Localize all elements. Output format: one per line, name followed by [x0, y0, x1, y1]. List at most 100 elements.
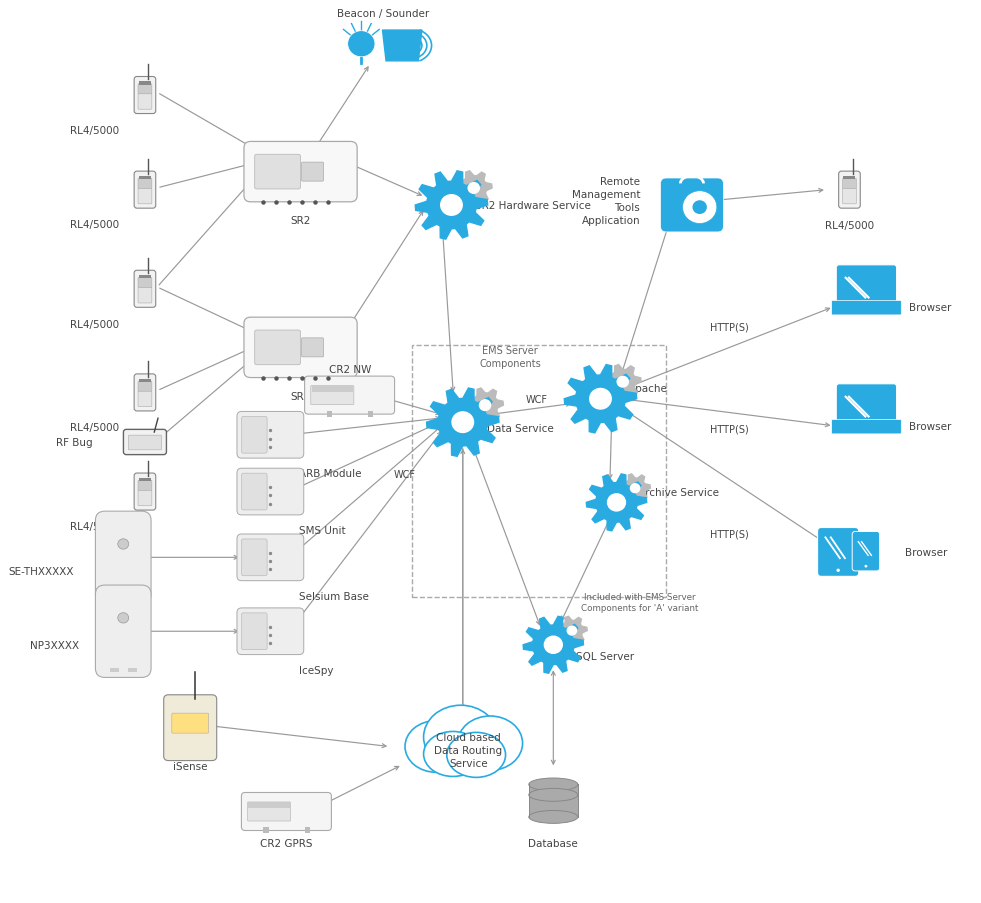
- FancyBboxPatch shape: [244, 318, 357, 378]
- Ellipse shape: [446, 732, 505, 777]
- Text: iSense: iSense: [173, 761, 207, 771]
- Polygon shape: [620, 474, 650, 503]
- FancyBboxPatch shape: [95, 585, 151, 677]
- Circle shape: [590, 389, 611, 410]
- Circle shape: [683, 191, 717, 224]
- Polygon shape: [523, 617, 584, 674]
- FancyBboxPatch shape: [138, 95, 152, 110]
- Circle shape: [440, 195, 462, 216]
- Bar: [110, 669, 119, 672]
- FancyBboxPatch shape: [138, 179, 152, 190]
- FancyBboxPatch shape: [241, 539, 267, 576]
- Text: Data Service: Data Service: [488, 424, 554, 434]
- Text: RL4/5000: RL4/5000: [71, 522, 120, 532]
- FancyBboxPatch shape: [241, 613, 267, 650]
- Ellipse shape: [424, 705, 497, 769]
- FancyBboxPatch shape: [95, 512, 151, 604]
- Bar: [129, 595, 137, 599]
- Bar: [304, 827, 310, 833]
- Text: SQL Server: SQL Server: [576, 652, 634, 662]
- Text: SE-THXXXXX: SE-THXXXXX: [9, 567, 75, 577]
- Bar: [529, 785, 578, 817]
- FancyBboxPatch shape: [312, 386, 353, 393]
- Polygon shape: [383, 31, 422, 61]
- FancyBboxPatch shape: [138, 382, 152, 392]
- Text: HTTP(S): HTTP(S): [710, 529, 749, 539]
- FancyBboxPatch shape: [241, 793, 332, 831]
- FancyBboxPatch shape: [660, 179, 723, 233]
- Text: SR2: SR2: [290, 216, 311, 226]
- FancyBboxPatch shape: [241, 417, 267, 453]
- FancyBboxPatch shape: [836, 265, 897, 307]
- FancyBboxPatch shape: [138, 288, 152, 303]
- Text: Browser: Browser: [905, 547, 948, 557]
- Text: EMS Server
Components: EMS Server Components: [479, 346, 541, 368]
- Circle shape: [864, 565, 867, 568]
- Circle shape: [837, 569, 840, 573]
- FancyBboxPatch shape: [237, 535, 304, 581]
- Text: WCF: WCF: [393, 469, 415, 479]
- FancyBboxPatch shape: [138, 190, 152, 205]
- FancyBboxPatch shape: [138, 278, 152, 289]
- FancyBboxPatch shape: [139, 276, 151, 279]
- Ellipse shape: [529, 778, 578, 791]
- FancyBboxPatch shape: [836, 385, 897, 426]
- Circle shape: [567, 627, 577, 636]
- Ellipse shape: [424, 731, 483, 777]
- Text: SMS Unit: SMS Unit: [298, 526, 345, 535]
- FancyBboxPatch shape: [311, 386, 354, 405]
- Polygon shape: [467, 388, 503, 424]
- Ellipse shape: [529, 788, 578, 801]
- Circle shape: [347, 32, 375, 58]
- FancyBboxPatch shape: [134, 78, 156, 115]
- Text: SR2 Hardware Service: SR2 Hardware Service: [475, 200, 591, 210]
- Circle shape: [631, 484, 640, 493]
- Text: RL4/5000: RL4/5000: [825, 221, 874, 231]
- FancyBboxPatch shape: [844, 177, 855, 180]
- FancyBboxPatch shape: [255, 330, 300, 366]
- Polygon shape: [557, 617, 588, 646]
- Text: Browser: Browser: [908, 303, 952, 312]
- Text: ARB Module: ARB Module: [298, 469, 361, 479]
- Text: HTTP(S): HTTP(S): [710, 424, 749, 434]
- FancyBboxPatch shape: [839, 172, 860, 209]
- Bar: [129, 669, 137, 672]
- Text: Browser: Browser: [908, 422, 952, 432]
- Text: Archive Service: Archive Service: [639, 487, 719, 497]
- FancyBboxPatch shape: [139, 479, 151, 481]
- Text: IceSpy: IceSpy: [298, 665, 334, 675]
- FancyBboxPatch shape: [138, 491, 152, 507]
- Text: RL4/5000: RL4/5000: [71, 423, 120, 433]
- Bar: [327, 411, 332, 417]
- FancyBboxPatch shape: [124, 430, 167, 455]
- Circle shape: [480, 400, 490, 411]
- FancyBboxPatch shape: [305, 377, 394, 414]
- FancyBboxPatch shape: [139, 379, 151, 383]
- FancyBboxPatch shape: [843, 190, 856, 205]
- Text: HTTP(S): HTTP(S): [710, 322, 749, 332]
- Bar: [368, 411, 373, 417]
- Text: CR2 NW: CR2 NW: [329, 365, 371, 375]
- FancyBboxPatch shape: [852, 532, 880, 572]
- FancyBboxPatch shape: [301, 163, 324, 182]
- Ellipse shape: [529, 811, 578, 824]
- FancyBboxPatch shape: [134, 172, 156, 209]
- FancyBboxPatch shape: [247, 802, 290, 821]
- FancyBboxPatch shape: [255, 155, 300, 190]
- FancyBboxPatch shape: [248, 802, 289, 808]
- FancyBboxPatch shape: [832, 420, 902, 434]
- FancyBboxPatch shape: [817, 528, 858, 577]
- FancyBboxPatch shape: [172, 713, 209, 733]
- Polygon shape: [415, 172, 488, 240]
- FancyBboxPatch shape: [301, 339, 324, 358]
- FancyBboxPatch shape: [138, 85, 152, 95]
- Polygon shape: [427, 388, 499, 457]
- FancyBboxPatch shape: [139, 177, 151, 180]
- Polygon shape: [564, 365, 637, 433]
- FancyBboxPatch shape: [138, 392, 152, 407]
- Text: Beacon / Sounder: Beacon / Sounder: [337, 8, 430, 18]
- FancyBboxPatch shape: [134, 271, 156, 308]
- Text: Selsium Base: Selsium Base: [298, 591, 369, 601]
- Circle shape: [693, 201, 707, 215]
- Circle shape: [452, 413, 474, 433]
